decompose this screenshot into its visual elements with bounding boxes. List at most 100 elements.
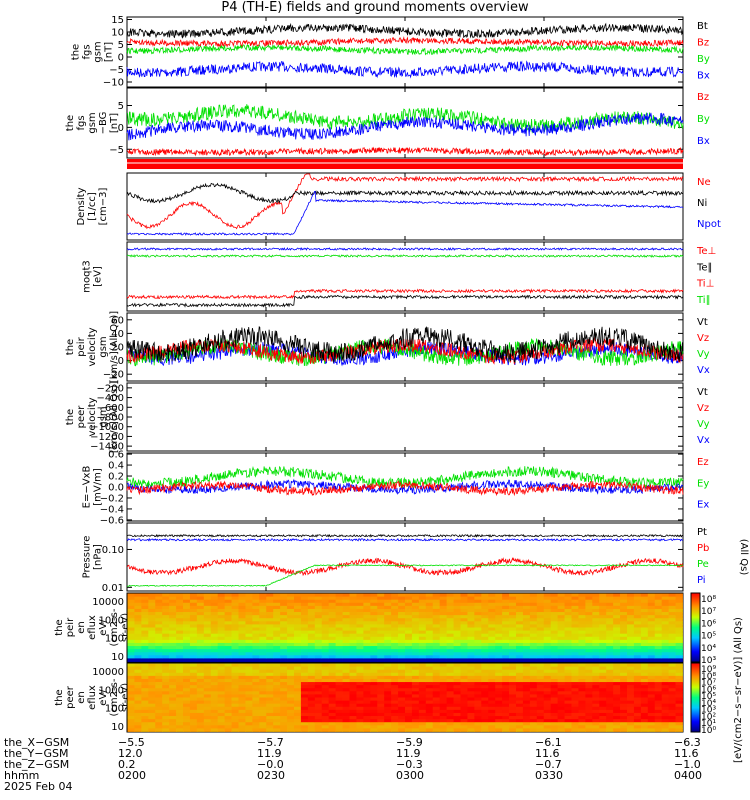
peir-spectrogram-cell [592, 596, 600, 601]
peir-spectrogram-cell [370, 649, 378, 653]
peir-spectrogram-cell [245, 646, 253, 650]
peir-spectrogram-cell [155, 655, 163, 659]
peer-spectrogram-cell [203, 663, 212, 667]
peer-spectrogram-cell [300, 694, 309, 698]
peir-spectrogram-cell [432, 649, 441, 653]
peer-spectrogram-cell [647, 666, 656, 671]
efield-legend-Ex: Ex [697, 500, 709, 511]
peer_vel-ytick-label: −200 [97, 383, 124, 394]
peir-spectrogram-cell [620, 658, 628, 662]
peir-spectrogram-cell [606, 646, 614, 650]
colorbar-tick: 10⁶ [701, 685, 716, 695]
peir-spectrogram-cell [405, 593, 413, 597]
peir-spectrogram-cell [377, 602, 385, 607]
peir-spectrogram-cell [606, 627, 614, 631]
peir-spectrogram-cell [488, 605, 496, 610]
peir-spectrogram-cell [467, 630, 475, 635]
peer-spectrogram-cell [467, 712, 475, 717]
peir-spectrogram-cell [502, 599, 510, 604]
peir-spectrogram-cell [613, 649, 621, 653]
peir-spectrogram-cell [314, 612, 323, 616]
peir-spectrogram-cell [370, 633, 378, 638]
peir-spectrogram-cell [321, 658, 330, 662]
peir-spectrogram-cell [370, 605, 378, 610]
peir-spectrogram-cell [488, 627, 496, 631]
peir-spectrogram-cell [335, 636, 343, 641]
peir-spectrogram-cell [592, 655, 600, 659]
peer-spectrogram-cell [314, 700, 323, 705]
peir-spectrogram-cell [460, 621, 468, 625]
peer-spectrogram-cell [613, 663, 621, 667]
peer-spectrogram-cell [529, 691, 538, 695]
peer-spectrogram-cell [571, 712, 579, 717]
peer-spectrogram-cell [328, 712, 337, 717]
peir-spectrogram-cell [349, 636, 357, 641]
peer-spectrogram-cell [183, 694, 191, 698]
peer-spectrogram-cell [509, 722, 517, 726]
peer-spectrogram-cell [224, 716, 232, 720]
peer-spectrogram-cell [425, 685, 434, 689]
peer-spectrogram-cell [162, 725, 170, 729]
peer-spectrogram-cell [627, 663, 635, 667]
peir-spectrogram-cell [287, 621, 295, 625]
peir-spectrogram-cell [335, 612, 343, 616]
peir-spectrogram-cell [453, 608, 461, 613]
peir-spectrogram-cell [606, 593, 614, 597]
peer-spectrogram-cell [314, 716, 323, 720]
peir-spectrogram-cell [474, 642, 482, 647]
peir-spectrogram-cell [287, 615, 295, 619]
peir-spectrogram-cell [668, 646, 676, 650]
peir-spectrogram-cell [238, 630, 246, 635]
peer-spectrogram-cell [432, 688, 441, 692]
peer-spectrogram-cell [398, 725, 406, 729]
peir-spectrogram-cell [627, 618, 635, 622]
peir-spectrogram-cell [446, 639, 454, 644]
peer-spectrogram-cell [613, 697, 621, 701]
peer-spectrogram-cell [398, 703, 406, 708]
peer-spectrogram-cell [231, 669, 239, 674]
peer-spectrogram-cell [571, 688, 579, 692]
peer-spectrogram-cell [245, 725, 253, 729]
peir-spectrogram-cell [321, 605, 330, 610]
peer-spectrogram-cell [349, 669, 357, 674]
peir-spectrogram-cell [516, 612, 524, 616]
peer-spectrogram-cell [217, 678, 226, 683]
peer-spectrogram-cell [321, 719, 330, 723]
peir-spectrogram-cell [661, 649, 670, 653]
peer-spectrogram-cell [516, 685, 524, 689]
peir-spectrogram-cell [509, 646, 517, 650]
peer-spectrogram-cell [474, 719, 482, 723]
peer-spectrogram-cell [245, 672, 253, 677]
peer-spectrogram-cell [439, 719, 448, 723]
peir-spectrogram-cell [536, 612, 545, 616]
peir-spectrogram-cell [592, 642, 600, 647]
peir-spectrogram-cell [418, 599, 427, 604]
peer-spectrogram-cell [467, 697, 475, 701]
peir-spectrogram-cell [529, 636, 538, 641]
peer-spectrogram-cell [543, 725, 552, 729]
peer-spectrogram-cell [633, 678, 642, 683]
peir-spectrogram-cell [273, 602, 281, 607]
peer-spectrogram-cell [217, 688, 226, 692]
peer-spectrogram-cell [155, 682, 163, 686]
peer-spectrogram-cell [342, 694, 350, 698]
peer-spectrogram-cell [148, 682, 156, 686]
peir-spectrogram-cell [141, 639, 149, 644]
peer-spectrogram-cell [287, 691, 295, 695]
peer-spectrogram-cell [155, 663, 163, 667]
peer-spectrogram-cell [675, 685, 683, 689]
peir-spectrogram-cell [564, 639, 572, 644]
peir-spectrogram-cell [474, 658, 482, 662]
peer-spectrogram-cell [571, 716, 579, 720]
efield-ytick-label: 0.2 [108, 472, 124, 483]
peir-spectrogram-cell [321, 642, 330, 647]
temp-ylabel: moqt3 [82, 260, 93, 293]
peir-spectrogram-cell [377, 639, 385, 644]
peer-spectrogram-cell [620, 672, 628, 677]
peer-spectrogram-cell [259, 700, 267, 705]
peir-spectrogram-cell [432, 658, 441, 662]
peer-spectrogram-cell [294, 725, 302, 729]
peer-spectrogram-cell [564, 706, 572, 711]
peer-spectrogram-cell [196, 682, 205, 686]
peir_vel-ytick-label: −20 [103, 370, 124, 381]
